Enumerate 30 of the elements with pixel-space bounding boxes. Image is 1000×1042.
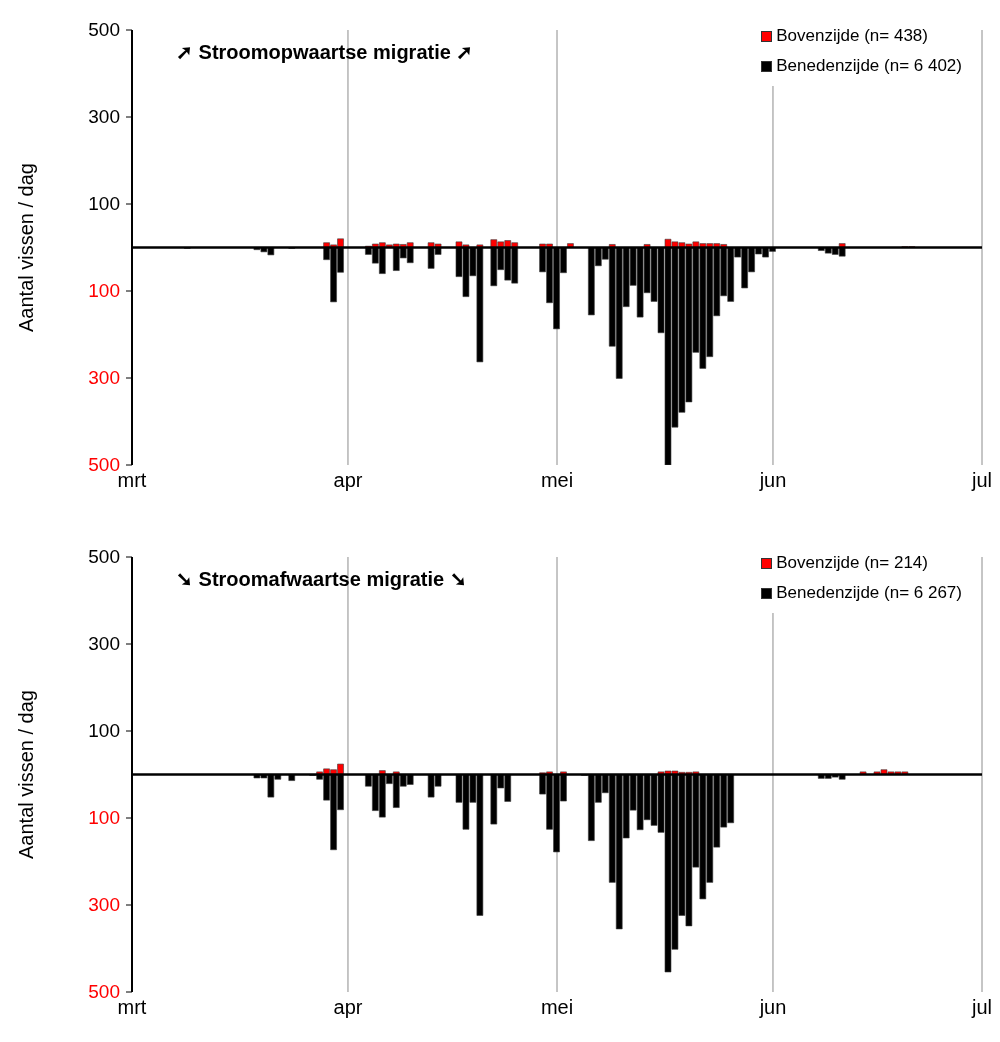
x-tick-label: jul bbox=[970, 469, 993, 492]
legend-label: Bovenzijde (n= 438) bbox=[776, 26, 928, 46]
legend-label: Benedenzijde (n= 6 402) bbox=[776, 56, 962, 76]
y-tick-label: 500 bbox=[88, 546, 120, 567]
y-tick-label: 100 bbox=[88, 807, 120, 828]
y-axis-title: Aantal vissen / dag bbox=[15, 690, 38, 859]
x-tick-label: jun bbox=[758, 996, 787, 1019]
y-tick-label: 500 bbox=[88, 454, 120, 475]
y-tick-label: 300 bbox=[88, 367, 120, 388]
x-tick-label: jul bbox=[970, 996, 993, 1019]
text: ➘ Stroomafwaartse migratie ➘ bbox=[176, 567, 467, 591]
y-tick-label: 100 bbox=[88, 193, 120, 214]
x-tick-label: apr bbox=[333, 469, 363, 492]
x-tick-label: jun bbox=[758, 469, 787, 492]
y-tick-label: 500 bbox=[88, 19, 120, 40]
y-tick-label: 100 bbox=[88, 280, 120, 301]
x-tick-label: apr bbox=[333, 996, 363, 1019]
legend-label: Bovenzijde (n= 214) bbox=[776, 553, 928, 573]
y-tick-label: 500 bbox=[88, 981, 120, 1002]
y-tick-label: 100 bbox=[88, 720, 120, 741]
y-tick-label: 300 bbox=[88, 894, 120, 915]
x-tick-label: mrt bbox=[117, 469, 147, 492]
x-tick-label: mei bbox=[540, 996, 574, 1019]
y-tick-label: 300 bbox=[88, 633, 120, 654]
x-tick-label: mrt bbox=[117, 996, 147, 1019]
text: ➚ Stroomopwaartse migratie ➚ bbox=[176, 40, 474, 64]
legend-label: Benedenzijde (n= 6 267) bbox=[776, 583, 962, 603]
x-tick-label: mei bbox=[540, 469, 574, 492]
y-axis-title: Aantal vissen / dag bbox=[15, 163, 38, 332]
y-tick-label: 300 bbox=[88, 106, 120, 127]
